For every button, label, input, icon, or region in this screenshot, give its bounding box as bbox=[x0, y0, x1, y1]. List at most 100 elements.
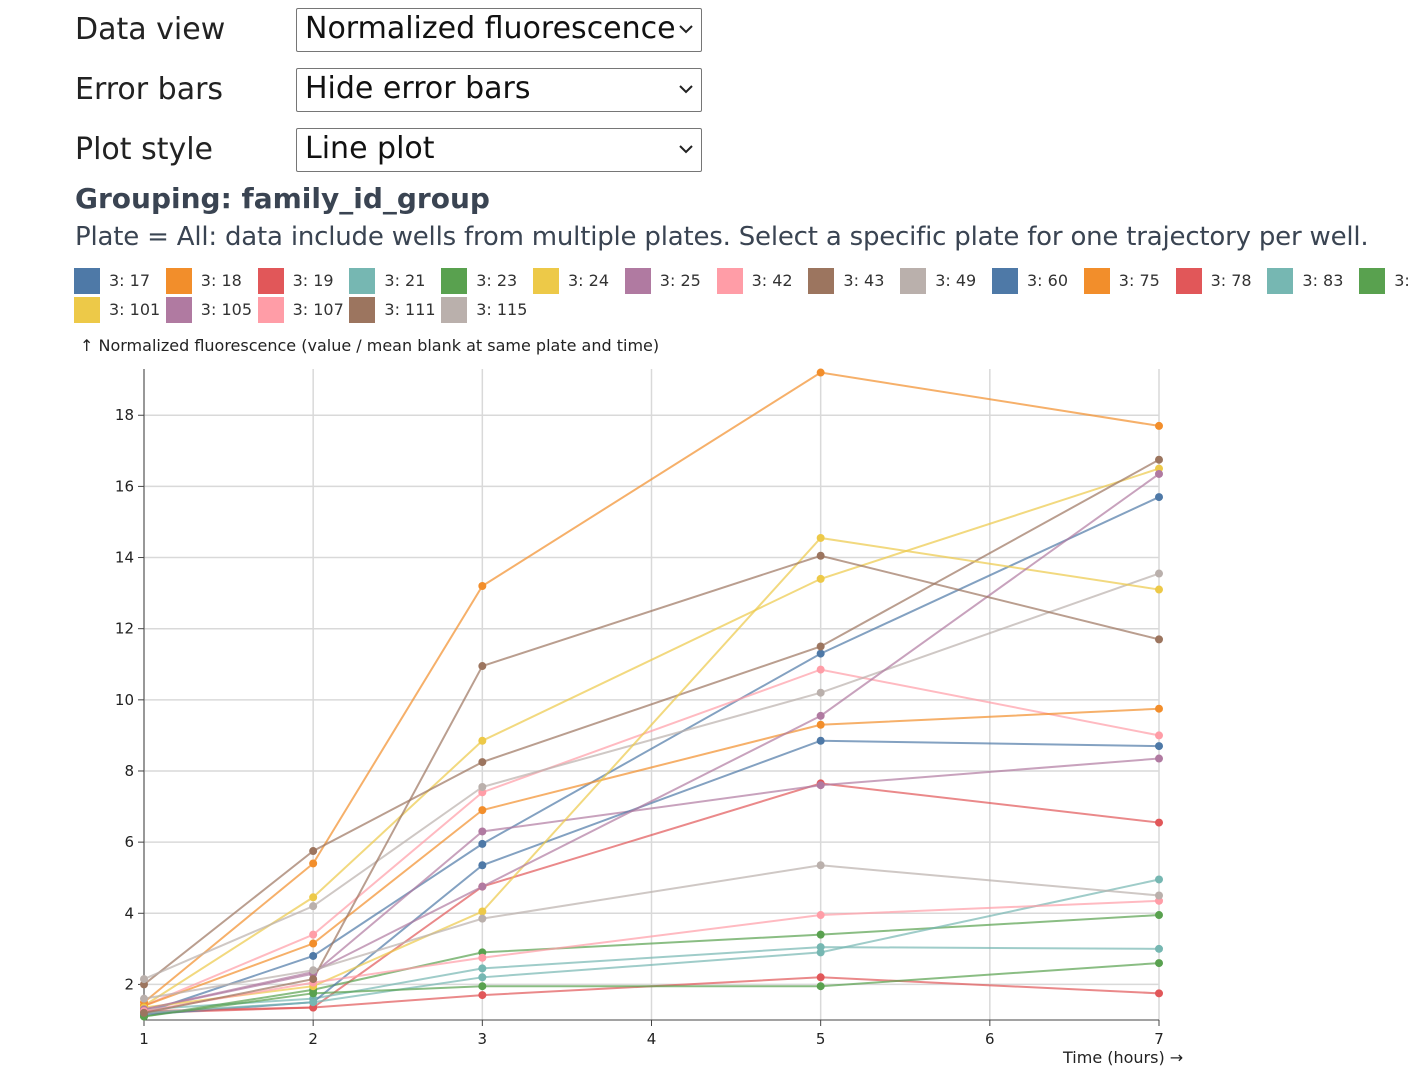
legend-swatch bbox=[257, 268, 284, 294]
data-point bbox=[478, 806, 487, 815]
legend-label: 3: 75 bbox=[1118, 271, 1160, 290]
legend-label: 3: 43 bbox=[843, 271, 885, 290]
data-point bbox=[140, 1008, 148, 1017]
legend-label: 3: 18 bbox=[200, 271, 242, 290]
data-point bbox=[478, 861, 487, 870]
x-tick-label: 2 bbox=[308, 1030, 318, 1048]
chevron-down-icon bbox=[679, 145, 693, 154]
y-tick-label: 8 bbox=[124, 762, 134, 780]
legend-swatch bbox=[624, 268, 651, 294]
data-view-select[interactable]: Normalized fluorescence bbox=[296, 8, 702, 52]
data-point bbox=[309, 930, 318, 939]
data-point bbox=[309, 847, 318, 856]
legend-swatch bbox=[1083, 268, 1110, 294]
data-point bbox=[478, 839, 487, 848]
data-point bbox=[1155, 421, 1163, 430]
data-point bbox=[140, 994, 148, 1003]
data-point bbox=[1155, 455, 1163, 464]
legend-label: 3: 60 bbox=[1027, 271, 1069, 290]
data-point bbox=[478, 662, 487, 671]
data-point bbox=[478, 982, 487, 991]
plot-style-value: Line plot bbox=[305, 131, 435, 166]
y-tick-label: 4 bbox=[124, 904, 134, 922]
data-point bbox=[816, 688, 825, 697]
data-point bbox=[478, 964, 487, 973]
legend-swatch bbox=[165, 297, 192, 323]
legend-swatch bbox=[533, 268, 559, 294]
legend-label: 3: 19 bbox=[292, 271, 334, 290]
legend-label: 3: 17 bbox=[109, 271, 151, 290]
plate-note: Plate = All: data include wells from mul… bbox=[75, 222, 1369, 252]
legend-label: 3: 42 bbox=[751, 271, 793, 290]
data-point bbox=[1155, 911, 1163, 920]
y-tick-label: 12 bbox=[115, 620, 134, 638]
data-point bbox=[816, 720, 825, 729]
x-axis-label: Time (hours) → bbox=[1063, 1048, 1184, 1067]
legend-label: 3: 23 bbox=[476, 271, 518, 290]
chevron-down-icon bbox=[679, 25, 693, 34]
data-point bbox=[816, 736, 825, 745]
data-point bbox=[478, 914, 487, 923]
data-point bbox=[309, 939, 318, 948]
data-point bbox=[1155, 704, 1163, 713]
legend-label: 3: 24 bbox=[568, 271, 610, 290]
data-point bbox=[816, 930, 825, 939]
error-bars-value: Hide error bars bbox=[305, 71, 531, 106]
legend-label: 3: 115 bbox=[476, 300, 528, 319]
x-tick-label: 7 bbox=[1154, 1030, 1164, 1048]
data-point bbox=[816, 642, 825, 651]
x-tick-label: 1 bbox=[139, 1030, 149, 1048]
data-point bbox=[309, 998, 318, 1007]
y-tick-label: 6 bbox=[124, 833, 134, 851]
legend-swatch bbox=[992, 268, 1018, 294]
data-point bbox=[309, 951, 318, 960]
error-bars-select[interactable]: Hide error bars bbox=[296, 68, 702, 112]
data-point bbox=[478, 782, 487, 791]
data-point bbox=[1155, 731, 1163, 740]
data-point bbox=[816, 574, 825, 583]
data-point bbox=[1155, 493, 1163, 502]
x-tick-label: 3 bbox=[478, 1030, 488, 1048]
y-tick-label: 10 bbox=[115, 691, 134, 709]
data-point bbox=[816, 973, 825, 982]
data-point bbox=[140, 975, 148, 984]
data-point bbox=[1155, 742, 1163, 751]
data-point bbox=[478, 582, 487, 590]
legend-label: 3: 105 bbox=[200, 300, 252, 319]
legend-swatch bbox=[441, 297, 468, 323]
data-point bbox=[478, 991, 487, 1000]
data-view-label: Data view bbox=[75, 12, 226, 47]
data-point bbox=[1155, 469, 1163, 478]
data-point bbox=[816, 551, 825, 560]
legend-swatch bbox=[1175, 268, 1202, 294]
plot-style-select[interactable]: Line plot bbox=[296, 128, 702, 172]
legend-label: 3: 84 bbox=[1394, 271, 1408, 290]
data-point bbox=[1155, 989, 1163, 998]
y-tick-label: 2 bbox=[124, 975, 134, 993]
data-point bbox=[309, 902, 318, 911]
x-tick-label: 6 bbox=[985, 1030, 995, 1048]
error-bars-label: Error bars bbox=[75, 72, 224, 107]
legend-swatch bbox=[257, 297, 284, 323]
legend-swatch bbox=[808, 268, 835, 294]
legend-label: 3: 78 bbox=[1210, 271, 1252, 290]
data-point bbox=[816, 368, 825, 377]
data-point bbox=[1155, 635, 1163, 644]
legend-swatch bbox=[900, 268, 927, 294]
legend-swatch bbox=[1359, 268, 1386, 294]
data-view-value: Normalized fluorescence bbox=[305, 11, 676, 46]
legend-label: 3: 21 bbox=[384, 271, 426, 290]
legend-label: 3: 111 bbox=[384, 300, 436, 319]
data-point bbox=[309, 893, 318, 902]
y-tick-label: 14 bbox=[115, 549, 134, 567]
data-point bbox=[816, 711, 825, 720]
data-point bbox=[478, 907, 487, 916]
data-point bbox=[1155, 569, 1163, 578]
data-point bbox=[309, 966, 318, 975]
plot-style-label: Plot style bbox=[75, 132, 214, 167]
data-point bbox=[309, 859, 318, 868]
x-tick-label: 5 bbox=[816, 1030, 826, 1048]
data-point bbox=[1155, 875, 1163, 884]
data-point bbox=[1155, 754, 1163, 763]
